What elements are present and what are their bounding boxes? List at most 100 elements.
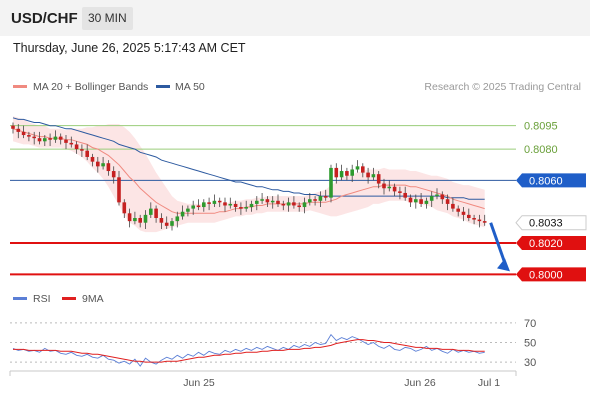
level-label: 0.8095	[524, 121, 558, 133]
candle-body	[345, 171, 349, 176]
candle-body	[270, 200, 275, 203]
rsi-line	[12, 333, 485, 367]
candle-body	[228, 203, 233, 206]
candle-body	[127, 213, 132, 222]
timeframe-button[interactable]: 30 MIN	[82, 7, 133, 30]
candle-body	[143, 214, 148, 223]
rsi-ma9-line	[13, 339, 485, 363]
candle-body	[339, 171, 344, 178]
candle-body	[297, 205, 301, 208]
candle-body	[467, 214, 471, 218]
legend-label-ma20: MA 20 + Bollinger Bands	[33, 81, 148, 93]
candle-body	[122, 202, 127, 214]
level-label: 0.8080	[524, 144, 558, 156]
candle-body	[414, 199, 418, 203]
candle-body	[106, 163, 111, 172]
candle-body	[117, 177, 121, 203]
level-badge	[516, 173, 586, 188]
candle-body	[37, 138, 42, 142]
candle-body	[180, 211, 185, 217]
legend-swatch-9ma	[62, 297, 76, 300]
candle-body	[392, 186, 397, 192]
candle-body	[286, 202, 291, 206]
candle-body	[376, 174, 381, 184]
candle-body	[217, 200, 222, 203]
level-badge	[516, 236, 586, 251]
candle-body	[451, 203, 455, 209]
candle-body	[403, 192, 407, 198]
candle-body	[16, 128, 21, 132]
bollinger-band-area	[13, 116, 485, 233]
candle-body	[445, 199, 450, 204]
watermark: Research © 2025 Trading Central	[424, 81, 581, 93]
candle-body	[233, 203, 238, 208]
candle-body	[239, 207, 243, 209]
candle-body	[355, 166, 360, 170]
level-label: 0.8000	[529, 269, 563, 281]
candle-body	[313, 199, 317, 201]
x-tick-label: Jun 25	[183, 377, 215, 389]
forecast-arrow	[489, 222, 510, 272]
candle-body	[223, 202, 227, 206]
candle-body	[138, 218, 142, 223]
candle-body	[435, 194, 439, 197]
candle-body	[318, 196, 323, 201]
candle-body	[308, 199, 312, 203]
candle-body	[387, 186, 392, 189]
rsi-tick-label: 70	[524, 318, 536, 330]
candle-body	[133, 218, 137, 222]
legend-swatch-ma50	[156, 85, 170, 88]
candle-body	[53, 136, 58, 140]
rsi-panel: 70 50 30	[10, 318, 536, 369]
candle-body	[212, 200, 217, 204]
forecast-arrow-head	[497, 258, 510, 272]
rsi-tick-label: 30	[524, 357, 536, 369]
candle-body	[249, 203, 254, 208]
candle-body	[175, 216, 180, 222]
x-tick-label: Jun 26	[404, 377, 436, 389]
candle-body	[159, 218, 164, 223]
candle-body	[461, 211, 466, 215]
candle-body	[191, 205, 195, 209]
candle-body	[164, 222, 169, 226]
candle-body	[398, 191, 402, 193]
candle-body	[101, 163, 105, 167]
candle-body	[329, 167, 333, 198]
x-tick-label: Jul 1	[478, 377, 500, 389]
candle-body	[85, 150, 89, 157]
legend-label-ma50: MA 50	[175, 81, 205, 93]
legend-label-rsi: RSI	[33, 293, 51, 305]
candle-body	[11, 125, 15, 129]
candle-body	[408, 197, 413, 203]
candle-body	[260, 199, 264, 201]
candle-body	[382, 183, 386, 189]
candle-body	[69, 142, 74, 145]
candle-body	[186, 208, 190, 212]
candle-body	[302, 202, 307, 208]
candle-body	[440, 194, 445, 200]
candle-body	[255, 200, 259, 204]
candle-body	[80, 149, 84, 151]
price-levels	[10, 125, 516, 276]
candle-body	[58, 136, 63, 140]
candle-body	[429, 196, 434, 201]
level-badge	[516, 267, 586, 282]
candle-body	[170, 221, 174, 226]
candle-body	[265, 199, 270, 203]
candle-body	[21, 131, 26, 136]
current-price-badge	[515, 215, 587, 231]
candle-body	[90, 156, 95, 162]
candle-body	[334, 167, 339, 178]
chart-header: USD/CHF 30 MIN	[0, 0, 590, 36]
candle-body	[472, 218, 476, 220]
candle-body	[202, 202, 206, 208]
level-labels: 0.8095 0.8080 0.8060 0.8033 0.8020 0.8000	[515, 121, 587, 282]
candle-body	[207, 202, 211, 204]
candle-body	[64, 139, 68, 143]
level-label: 0.8060	[529, 175, 563, 187]
candle-body	[482, 221, 487, 223]
candle-body	[292, 202, 296, 206]
symbol-label: USD/CHF	[11, 10, 78, 27]
candle-body	[371, 174, 376, 178]
current-price-label: 0.8033	[529, 218, 563, 230]
